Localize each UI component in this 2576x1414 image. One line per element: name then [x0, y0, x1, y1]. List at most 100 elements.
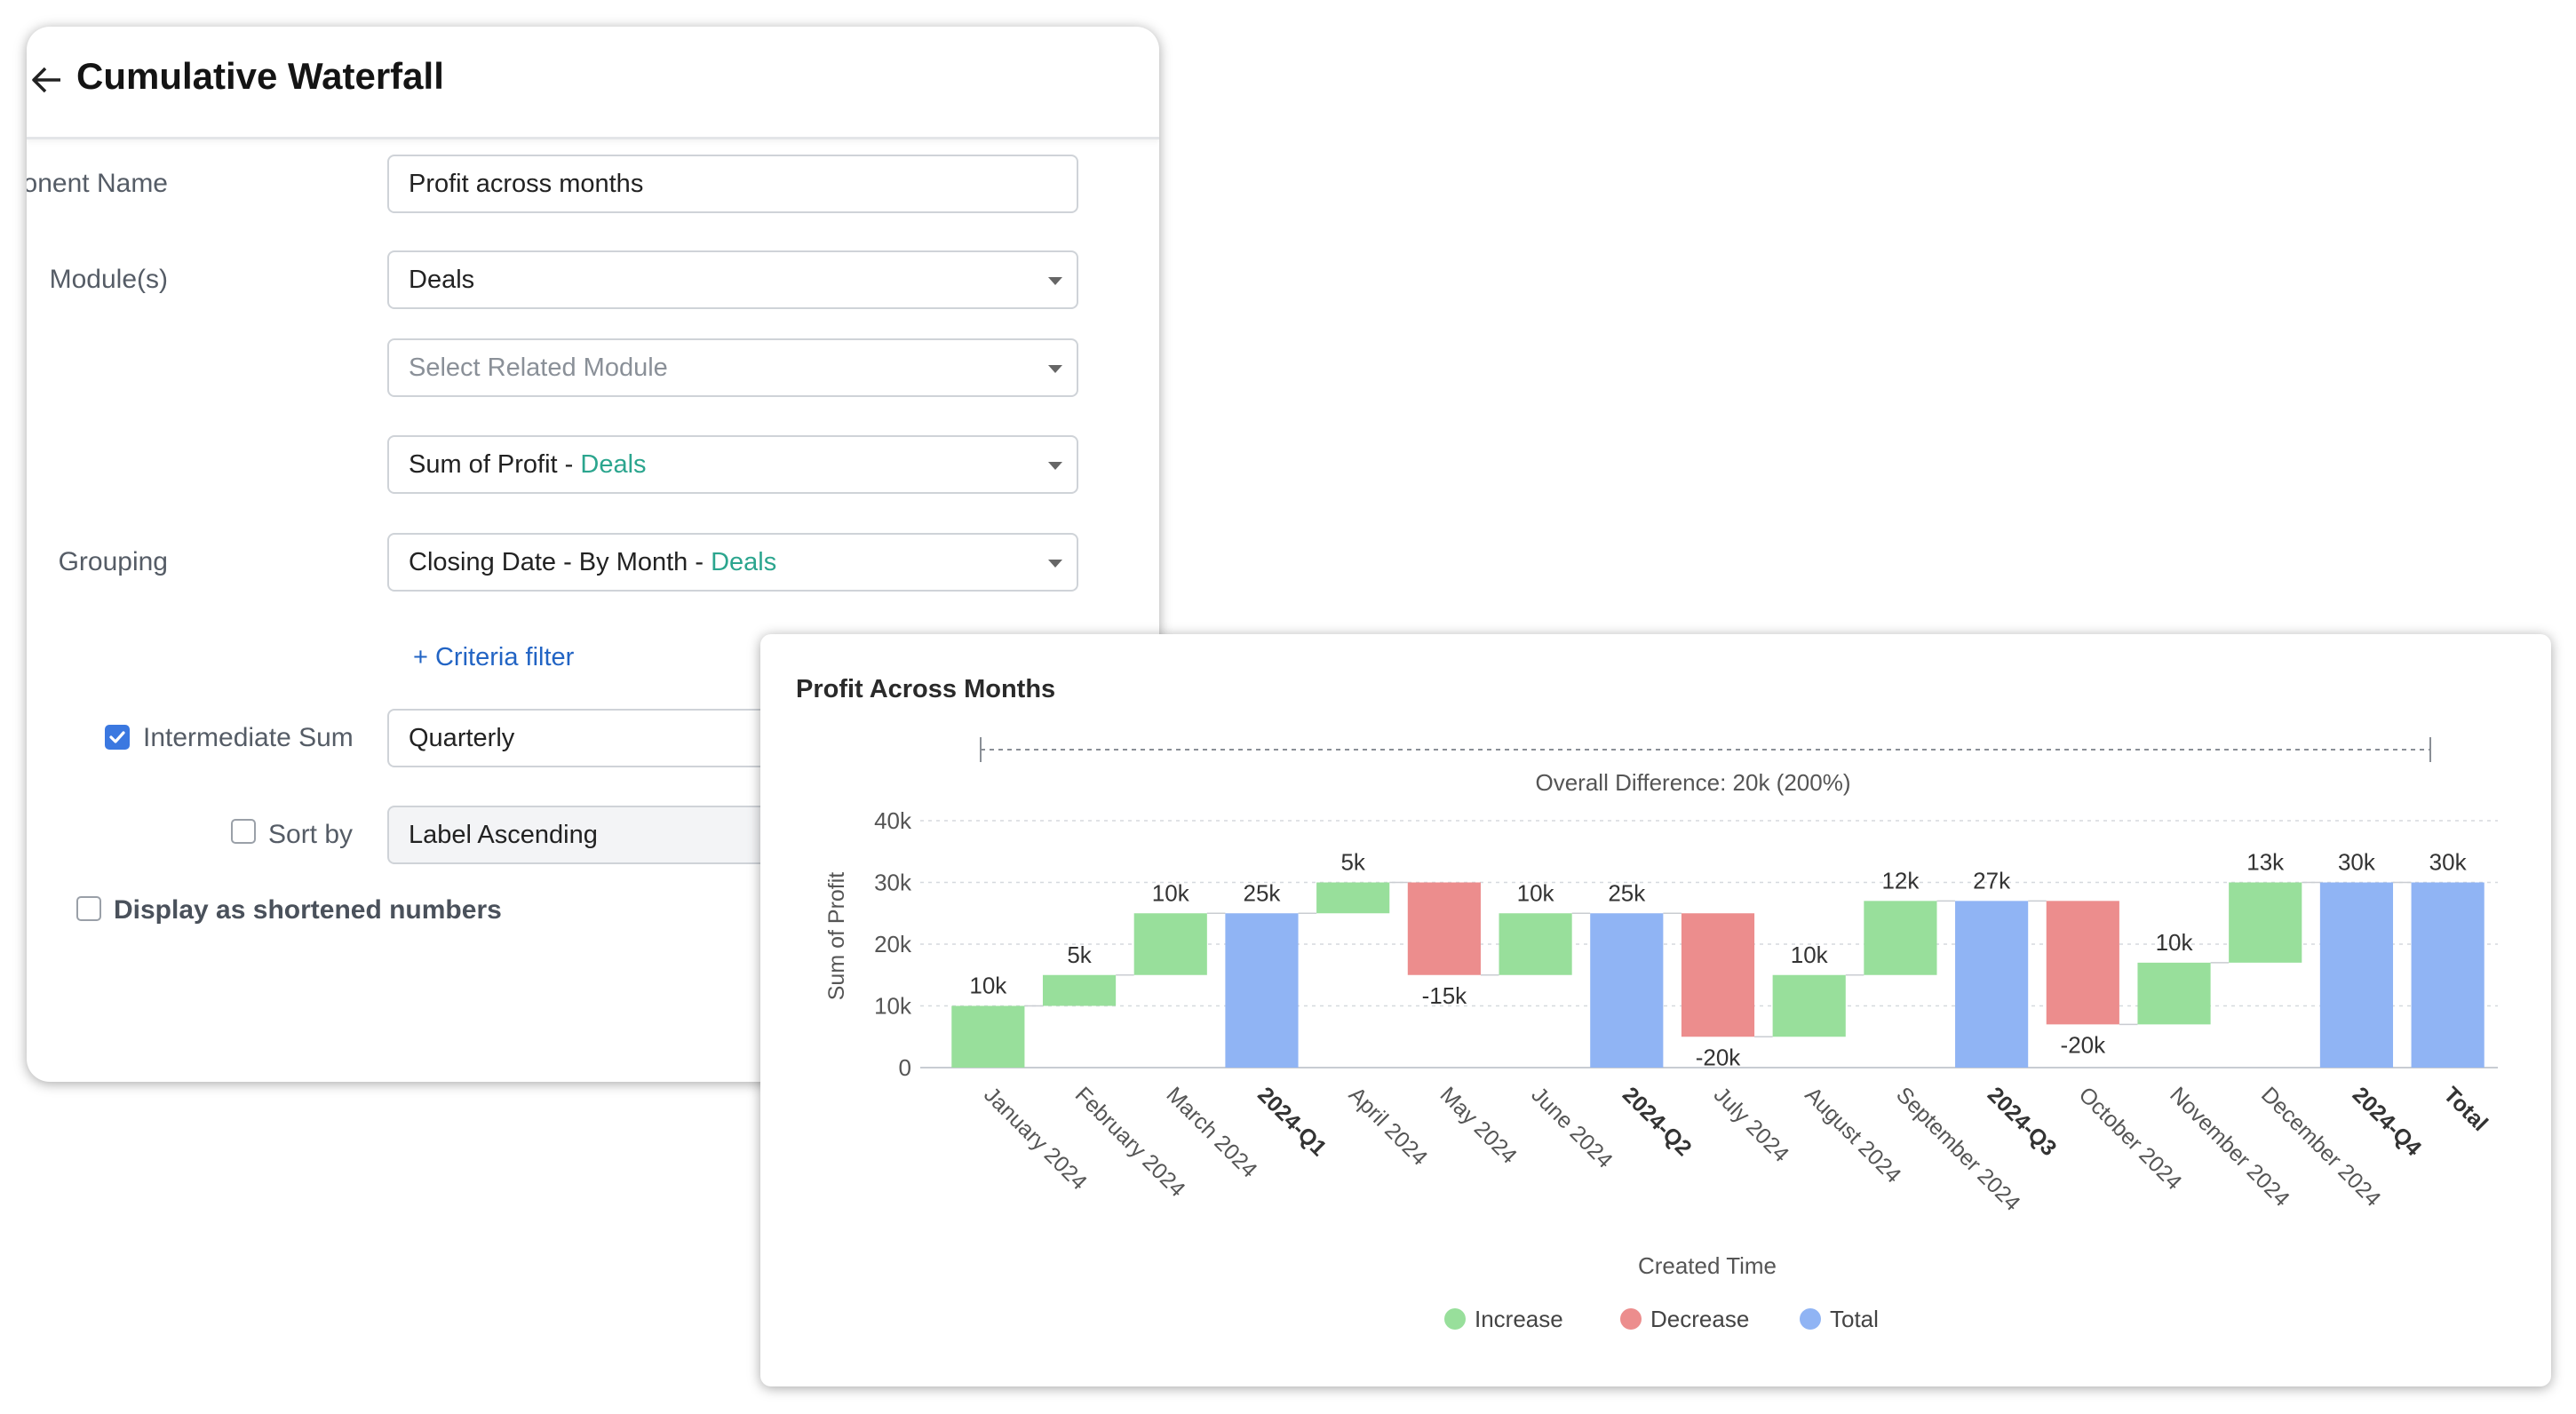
value-label: 5k — [1340, 849, 1365, 876]
settings-panel: Cumulative Waterfall Component Name Prof… — [27, 27, 1159, 1082]
y-axis-label: Sum of Profit — [824, 872, 849, 1001]
sort-by-value: Label Ascending — [409, 821, 598, 849]
chevron-down-icon — [1048, 560, 1062, 568]
bars — [951, 881, 2485, 1068]
bar-2024-q4 — [2319, 882, 2394, 1068]
bar-april-2024 — [1316, 882, 1390, 914]
y-tick-label: 20k — [874, 931, 912, 957]
bar-2024-q2 — [1590, 913, 1664, 1068]
value-label: 27k — [1973, 867, 2011, 894]
value-label: 25k — [1244, 879, 1282, 906]
value-label: 30k — [2429, 849, 2468, 876]
chevron-down-icon — [1048, 277, 1062, 285]
shortened-numbers-label: Display as shortened numbers — [114, 895, 502, 925]
waterfall-chart: Profit Across Months Overall Difference:… — [796, 675, 2498, 1332]
bar-march-2024 — [1133, 913, 1207, 975]
bar-2024-q3 — [1955, 901, 2029, 1068]
chart-title: Profit Across Months — [796, 675, 1055, 703]
bar-october-2024 — [2046, 901, 2119, 1025]
legend-swatch — [1620, 1308, 1642, 1330]
intermediate-sum-value: Quarterly — [409, 724, 515, 752]
module-select[interactable]: Deals — [387, 250, 1078, 309]
value-label: 12k — [1881, 867, 1920, 894]
value-label: 13k — [2246, 849, 2285, 876]
chart-card: Profit Across Months Overall Difference:… — [760, 634, 2551, 1386]
x-tick-label: Total — [2438, 1082, 2493, 1136]
x-tick-label: 2024-Q4 — [2348, 1082, 2427, 1161]
y-tick-label: 30k — [874, 870, 912, 896]
criteria-filter-link[interactable]: + Criteria filter — [413, 643, 575, 671]
grouping-select[interactable]: Closing Date - By Month - Deals — [387, 533, 1078, 592]
related-module-select[interactable]: Select Related Module — [387, 338, 1078, 397]
panel-header: Cumulative Waterfall — [27, 27, 1159, 139]
grouping-value: Closing Date - By Month - Deals — [409, 548, 776, 577]
bar-august-2024 — [1772, 974, 1846, 1037]
check-icon — [109, 731, 125, 743]
legend-swatch — [1444, 1308, 1466, 1330]
y-tick-label: 40k — [874, 807, 912, 834]
x-axis-label: Created Time — [1638, 1252, 1777, 1279]
bar-november-2024 — [2137, 962, 2211, 1025]
value-label: 10k — [1517, 879, 1555, 906]
x-tick-label: 2024-Q2 — [1618, 1082, 1697, 1161]
bar-september-2024 — [1864, 901, 1937, 975]
bar-total — [2411, 882, 2485, 1068]
overall-difference-bracket — [980, 737, 2431, 762]
sort-by-checkbox[interactable] — [231, 819, 256, 844]
measure-text: Sum of Profit - — [409, 450, 581, 479]
x-tick-label: August 2024 — [1800, 1082, 1905, 1188]
value-label: 10k — [1791, 941, 1829, 968]
shortened-numbers-checkbox[interactable] — [76, 896, 101, 921]
x-tick-label: 2024-Q3 — [1983, 1082, 2062, 1161]
overall-difference-label: Overall Difference: 20k (200%) — [1535, 769, 1850, 796]
x-tick-label: June 2024 — [1526, 1082, 1617, 1172]
x-tick-label: July 2024 — [1709, 1082, 1794, 1167]
related-module-placeholder: Select Related Module — [409, 354, 668, 382]
y-tick-label: 10k — [874, 993, 912, 1020]
bar-june-2024 — [1499, 913, 1572, 975]
bar-may-2024 — [1407, 882, 1481, 975]
value-label: -15k — [1422, 982, 1468, 1009]
intermediate-sum-checkbox[interactable] — [105, 725, 130, 750]
legend: Increase Decrease Total — [1444, 1306, 1879, 1332]
bar-2024-q1 — [1225, 913, 1299, 1068]
bar-july-2024 — [1681, 913, 1755, 1037]
legend-label: Decrease — [1650, 1306, 1749, 1332]
chevron-down-icon — [1048, 365, 1062, 373]
y-axis-ticks: 0 10k 20k 30k 40k — [874, 807, 912, 1081]
value-label: 30k — [2338, 849, 2376, 876]
value-label: -20k — [1696, 1044, 1742, 1070]
x-tick-label: April 2024 — [1344, 1082, 1432, 1170]
back-arrow-icon[interactable] — [27, 53, 98, 107]
module-value: Deals — [409, 266, 475, 294]
value-label: 10k — [969, 973, 1007, 999]
legend-label: Increase — [1475, 1306, 1563, 1332]
grouping-text: Closing Date - By Month - — [409, 548, 712, 576]
legend-label: Total — [1830, 1306, 1879, 1332]
bar-february-2024 — [1042, 974, 1117, 1006]
bar-december-2024 — [2229, 882, 2302, 963]
legend-swatch — [1800, 1308, 1821, 1330]
measure-select[interactable]: Sum of Profit - Deals — [387, 435, 1078, 494]
y-tick-label: 0 — [899, 1054, 911, 1081]
value-labels: 10k 5k 10k 25k 5k -15k 10k 25k -20k 10k 12k 27k -20k… — [969, 849, 2467, 1071]
value-label: 25k — [1608, 879, 1646, 906]
x-tick-label: 2024-Q1 — [1252, 1082, 1332, 1161]
sort-by-label: Sort by — [268, 820, 354, 849]
intermediate-sum-label: Intermediate Sum — [143, 723, 354, 752]
grouping-label: Grouping — [58, 547, 168, 576]
grouping-module: Deals — [711, 548, 777, 576]
value-label: 10k — [2156, 929, 2194, 956]
measure-value: Sum of Profit - Deals — [409, 450, 647, 480]
page-title: Cumulative Waterfall — [76, 55, 444, 97]
component-name-input[interactable]: Profit across months — [387, 155, 1078, 213]
bar-january-2024 — [951, 1005, 1025, 1068]
modules-label: Module(s) — [49, 265, 168, 294]
measure-module: Deals — [580, 450, 647, 479]
component-name-value: Profit across months — [409, 170, 644, 198]
value-label: 10k — [1152, 879, 1190, 906]
chevron-down-icon — [1048, 462, 1062, 470]
value-label: -20k — [2061, 1031, 2107, 1058]
x-tick-label: May 2024 — [1435, 1082, 1523, 1169]
